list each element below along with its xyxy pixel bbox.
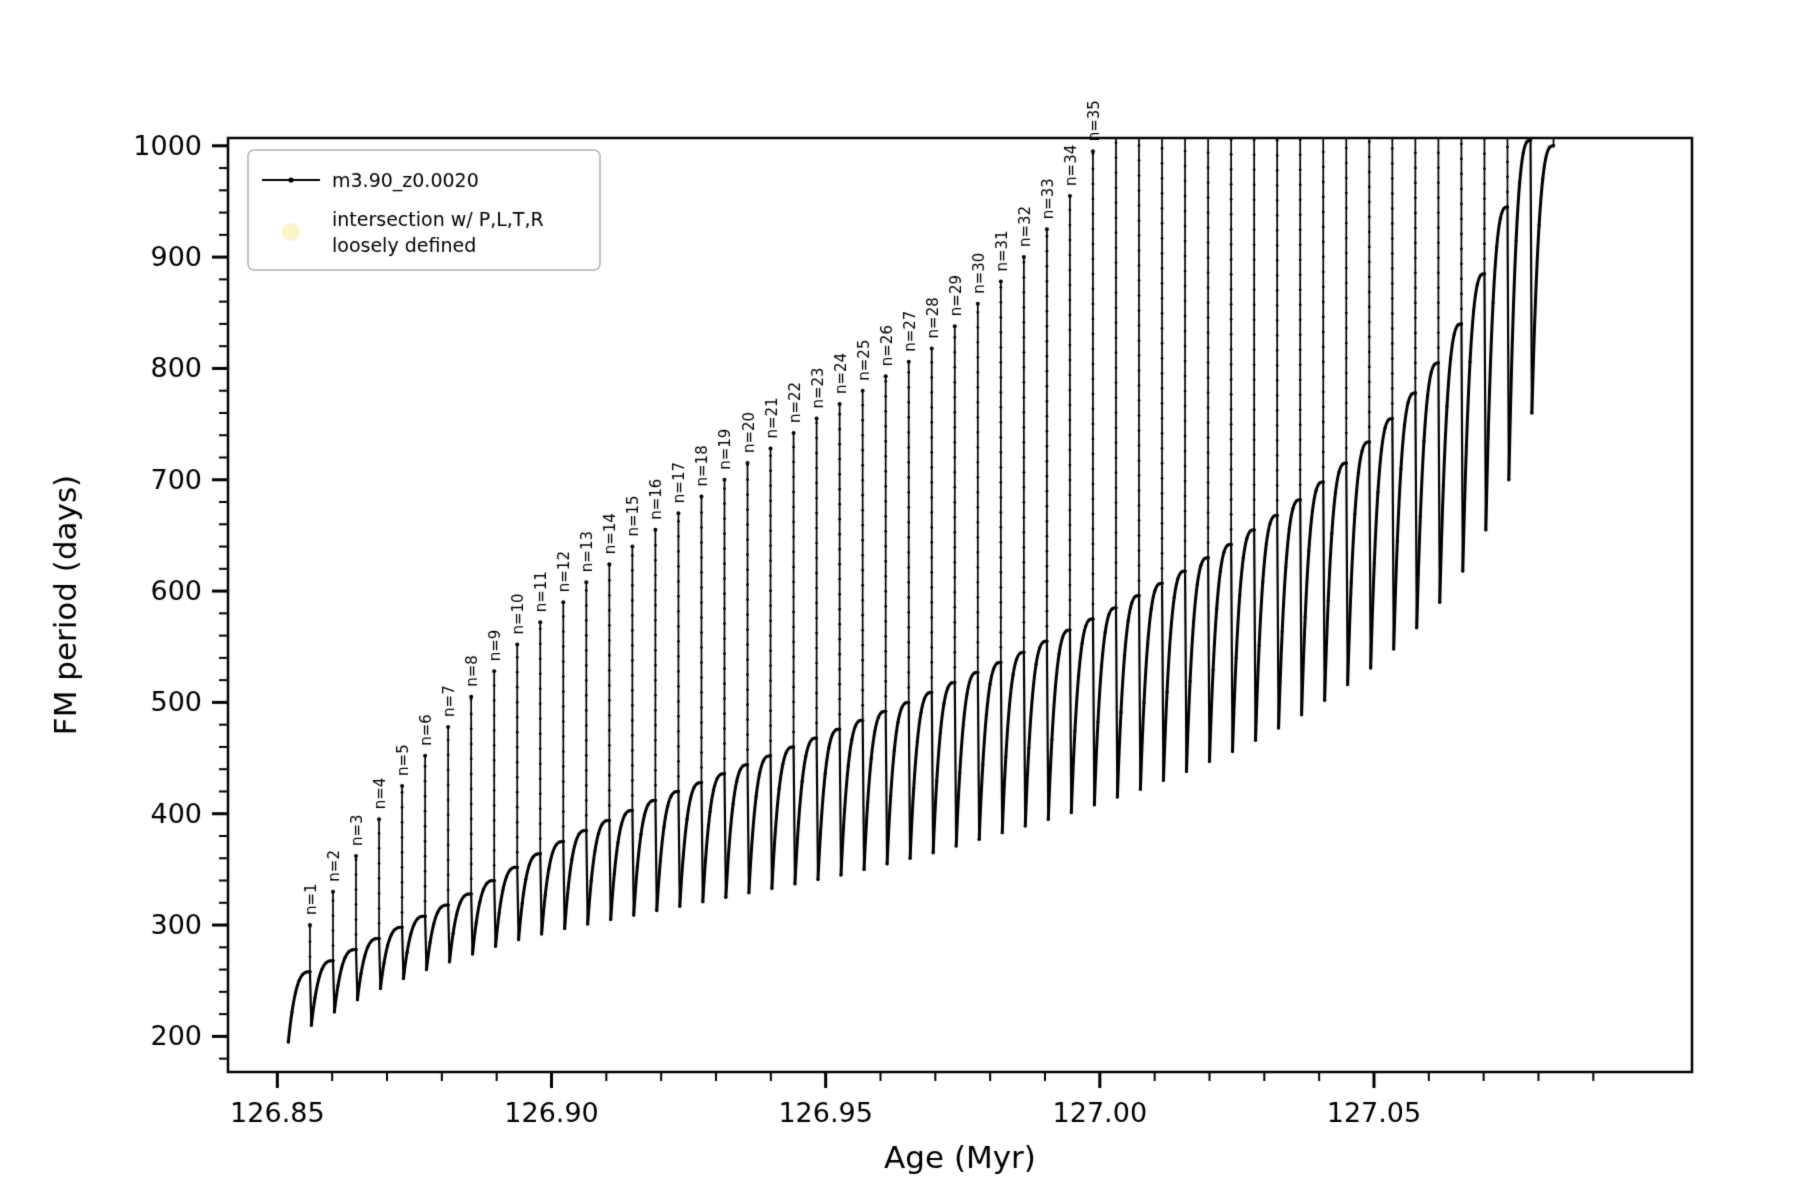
figure xyxy=(0,0,1800,1200)
fm-period-vs-age-chart xyxy=(0,0,1800,1200)
